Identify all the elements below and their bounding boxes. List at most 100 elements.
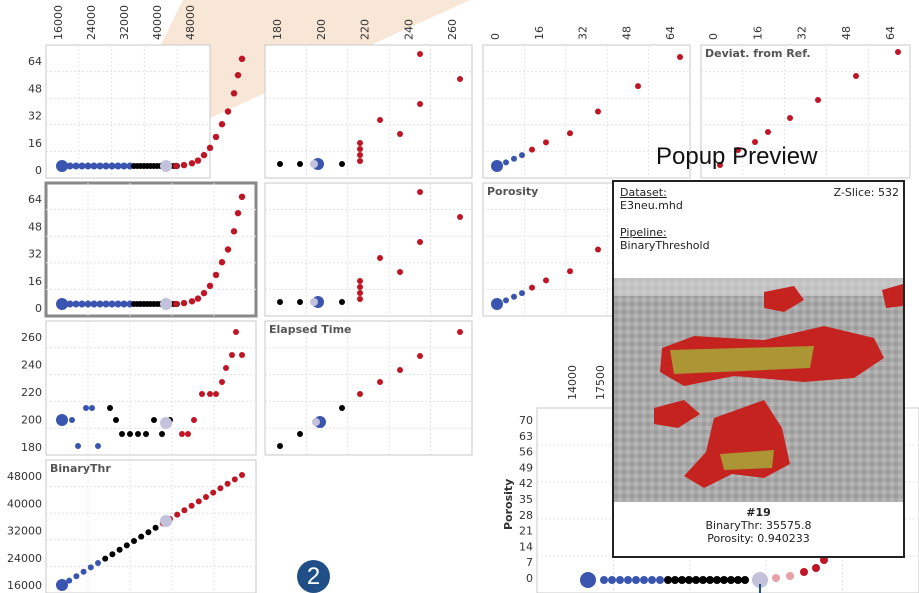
data-point — [160, 417, 172, 429]
data-point — [72, 300, 80, 308]
x-tick-label: 32000 — [118, 5, 131, 40]
data-point — [491, 298, 503, 310]
data-point — [191, 417, 197, 423]
data-point — [131, 538, 137, 544]
data-point — [159, 431, 165, 437]
popup-preview[interactable]: Dataset: E3neu.mhd Pipeline: BinaryThres… — [612, 180, 905, 558]
x-tick-label: 48 — [620, 26, 633, 40]
data-point — [734, 576, 742, 584]
data-point — [417, 51, 423, 57]
data-point — [664, 576, 672, 584]
y-tick-label: 64 — [28, 55, 42, 68]
data-point — [56, 160, 68, 172]
y-tick-label: 200 — [21, 414, 42, 427]
data-point — [120, 162, 128, 170]
x-tick-label: 260 — [446, 19, 459, 40]
data-point — [671, 576, 679, 584]
data-point — [511, 155, 517, 162]
data-point — [503, 297, 509, 304]
data-point — [815, 97, 821, 103]
data-point — [90, 300, 98, 308]
data-point — [895, 49, 901, 55]
data-point — [89, 405, 95, 411]
data-point — [56, 579, 68, 591]
panel-frame — [482, 44, 691, 179]
data-point — [417, 101, 423, 107]
y-tick-label: 180 — [21, 441, 42, 454]
data-point — [624, 576, 632, 584]
data-point — [457, 214, 463, 220]
panel-title: BinaryThr — [50, 462, 111, 475]
data-point — [648, 576, 656, 584]
data-point — [357, 158, 363, 164]
x-tick-label: 16000 — [52, 5, 65, 40]
porosity-value: Porosity: 0.940233 — [707, 532, 810, 545]
data-point — [229, 352, 235, 358]
data-point — [417, 189, 423, 195]
data-point — [239, 352, 245, 358]
data-point — [72, 162, 80, 170]
data-point — [357, 284, 363, 290]
panel-title: Elapsed Time — [269, 323, 352, 336]
y-tick-label: 32000 — [7, 525, 42, 538]
x-tick-label: 32 — [577, 26, 590, 40]
data-point — [231, 476, 238, 483]
y-tick-label: 21 — [519, 525, 533, 538]
x-tick-label: 0 — [707, 33, 720, 40]
x-tick-label: 17500 — [594, 365, 607, 400]
data-point — [339, 405, 345, 411]
data-point — [800, 568, 808, 576]
data-point — [218, 121, 226, 128]
data-point — [185, 431, 191, 437]
y-tick-label: 260 — [21, 331, 42, 344]
data-point — [457, 76, 463, 82]
data-point — [339, 299, 345, 305]
data-point — [503, 159, 509, 166]
data-point — [84, 300, 92, 308]
data-point — [188, 502, 195, 509]
data-point — [188, 160, 196, 167]
data-point — [123, 542, 130, 549]
data-point — [181, 507, 188, 514]
data-point — [357, 278, 363, 284]
popup-preview-title: Popup Preview — [656, 143, 818, 170]
data-point — [595, 246, 601, 253]
x-tick-label: 200 — [315, 19, 328, 40]
data-point — [207, 391, 213, 397]
data-point — [600, 576, 608, 584]
data-point — [90, 162, 98, 170]
data-point — [608, 576, 616, 584]
data-point — [529, 146, 535, 153]
y-tick-label: 48 — [28, 82, 42, 95]
data-point — [95, 443, 101, 449]
data-point — [145, 529, 152, 536]
data-point — [69, 417, 75, 423]
data-point — [727, 576, 735, 584]
data-point — [234, 209, 242, 217]
data-point — [230, 228, 238, 235]
data-point — [200, 151, 208, 159]
data-point — [108, 162, 116, 170]
data-point — [706, 576, 714, 584]
y-tick-label: 70 — [519, 414, 533, 427]
data-point — [174, 511, 181, 518]
data-point — [119, 431, 125, 437]
data-point — [143, 431, 149, 437]
data-point — [377, 255, 383, 261]
y-axis-label: Porosity — [502, 479, 515, 530]
data-point — [297, 431, 303, 437]
data-point — [640, 576, 648, 584]
data-point — [66, 577, 73, 584]
x-tick-label: 40000 — [151, 5, 164, 40]
data-point — [113, 417, 119, 423]
data-point — [310, 298, 318, 306]
data-point — [417, 353, 423, 359]
data-point — [677, 54, 683, 60]
pipeline-label: Pipeline: — [620, 226, 667, 239]
data-point — [511, 293, 517, 300]
data-point — [102, 300, 110, 308]
data-point — [357, 140, 363, 146]
data-point — [357, 152, 363, 158]
data-point — [786, 572, 794, 580]
data-point — [717, 162, 723, 168]
